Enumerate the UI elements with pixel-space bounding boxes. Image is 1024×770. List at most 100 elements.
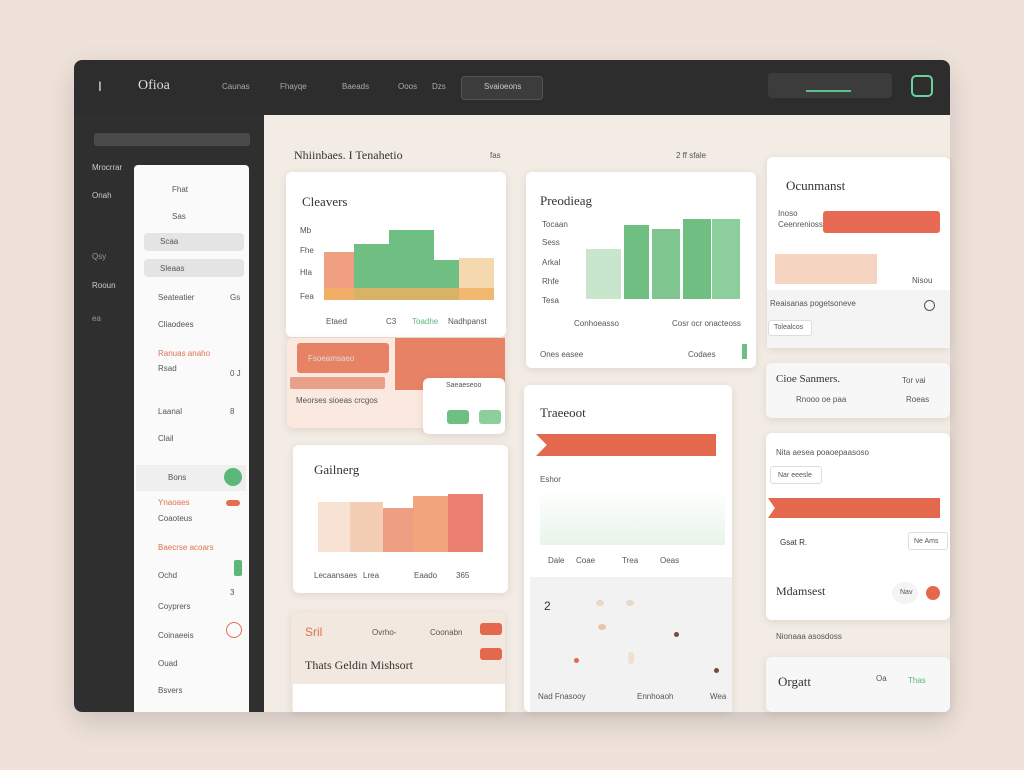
badge-label: Nav	[900, 589, 913, 596]
panel-item[interactable]: Bons	[168, 473, 187, 482]
panel-side: Gs	[230, 293, 241, 302]
card	[286, 172, 506, 337]
search-button[interactable]	[461, 76, 543, 100]
panel-item[interactable]: Sas	[172, 212, 186, 221]
nav-item[interactable]: Baeads	[342, 82, 370, 91]
footer: Codaes	[688, 350, 716, 359]
panel-item[interactable]: Ochd	[158, 571, 178, 580]
panel-item[interactable]: Ynaoaes	[158, 498, 190, 507]
label: Eshor	[540, 475, 561, 484]
tag[interactable]	[908, 532, 948, 550]
search-text: Svaioeons	[484, 82, 522, 91]
panel-item[interactable]: Seateatier	[158, 293, 195, 302]
tag[interactable]	[480, 648, 502, 660]
caption: Meorses sioeas crcgos	[296, 396, 378, 405]
panel-item[interactable]: Clail	[158, 434, 174, 443]
panel-item[interactable]: Ranuas anaho	[158, 349, 211, 358]
chip-label[interactable]: Nar eeesle	[778, 472, 812, 479]
panel-item[interactable]: Bsvers	[158, 686, 183, 695]
tag-label[interactable]: Ne Ams	[914, 538, 939, 545]
sidebar-label[interactable]: Mrocrrar	[92, 163, 123, 172]
sidebar-label[interactable]: ea	[92, 314, 101, 323]
card-title: Preodieag	[540, 193, 592, 208]
control[interactable]	[768, 73, 892, 98]
card-title: Orgatt	[778, 674, 811, 689]
bar	[652, 229, 680, 299]
button[interactable]	[768, 320, 812, 336]
banner-title: Fsoeamsaeo	[308, 354, 355, 363]
nav-item[interactable]: Fhayqe	[280, 82, 307, 91]
bar	[586, 249, 621, 299]
panel-item[interactable]: Coaoteus	[158, 514, 193, 523]
panel-item[interactable]: Laanal	[158, 407, 183, 416]
bar	[624, 225, 649, 299]
nav-item[interactable]: Ooos	[398, 82, 418, 91]
pill[interactable]	[144, 259, 244, 277]
chart	[318, 490, 488, 552]
card-title: Cleavers	[302, 194, 348, 209]
legend: 365	[456, 571, 470, 580]
panel-side: 0 J	[230, 369, 241, 378]
panel-item[interactable]: Coyprers	[158, 602, 191, 611]
panel-item[interactable]: Fhat	[172, 185, 189, 194]
axis-label: Dale	[548, 556, 565, 565]
scatter-area	[530, 577, 732, 712]
chip[interactable]	[447, 410, 469, 424]
footer: Wea	[710, 692, 727, 701]
banner	[536, 434, 716, 456]
tag[interactable]	[480, 623, 502, 635]
label: Fea	[300, 292, 314, 301]
nav-item[interactable]: Dzs	[432, 82, 446, 91]
legend: Etaed	[326, 317, 347, 326]
card-title: Ocunmanst	[786, 178, 846, 193]
legend: Nadhpanst	[448, 317, 487, 326]
dot	[598, 624, 606, 630]
meta: Thas	[908, 676, 926, 685]
icon[interactable]	[926, 586, 940, 600]
bar	[350, 502, 383, 552]
sidebar-label[interactable]: Rooun	[92, 281, 116, 290]
bar	[683, 219, 711, 299]
panel-item[interactable]: Baecrse acoars	[158, 543, 214, 552]
dot	[628, 652, 634, 664]
sidebar-label[interactable]: Qsy	[92, 252, 107, 261]
row: Gsat R.	[780, 538, 808, 547]
dot	[674, 632, 679, 637]
chip[interactable]	[770, 466, 822, 484]
sidebar-search[interactable]	[94, 133, 250, 146]
panel-item[interactable]: Ouad	[158, 659, 178, 668]
legend: Toadhe	[412, 317, 439, 326]
button-label[interactable]: Tolealcos	[774, 324, 804, 331]
label: Fhe	[300, 246, 314, 255]
panel-side: 8	[230, 407, 235, 416]
axis-label: Trea	[622, 556, 639, 565]
panel-item[interactable]: Coinaeeis	[158, 631, 194, 640]
sidebar-label[interactable]: Onah	[92, 191, 112, 200]
panel-item[interactable]: Rsad	[158, 364, 177, 373]
panel-item[interactable]: Scaa	[160, 237, 179, 246]
panel-item[interactable]: Cliaodees	[158, 320, 194, 329]
chip[interactable]	[479, 410, 501, 424]
label: Mb	[300, 226, 312, 235]
card-footer	[293, 684, 505, 712]
toggle[interactable]	[911, 75, 933, 97]
legend: Lrea	[363, 571, 380, 580]
number: 2	[544, 599, 551, 613]
meta: Ovrho-	[372, 628, 397, 637]
icon[interactable]	[924, 300, 935, 311]
footer: Ennhoaoh	[637, 692, 674, 701]
label: Hla	[300, 268, 313, 277]
dot	[626, 600, 634, 606]
pill[interactable]	[144, 233, 244, 251]
heading: Thats Geldin Mishsort	[305, 658, 413, 672]
label: Sess	[542, 238, 560, 247]
panel-item[interactable]: Sleaas	[160, 264, 185, 273]
panel-side: 3	[230, 588, 235, 597]
label: Tocaan	[542, 220, 568, 229]
nav-item[interactable]: Caunas	[222, 82, 250, 91]
mini-card	[423, 378, 505, 434]
banner	[297, 343, 389, 373]
card	[766, 433, 950, 620]
dot	[714, 668, 719, 673]
dot	[596, 600, 604, 606]
